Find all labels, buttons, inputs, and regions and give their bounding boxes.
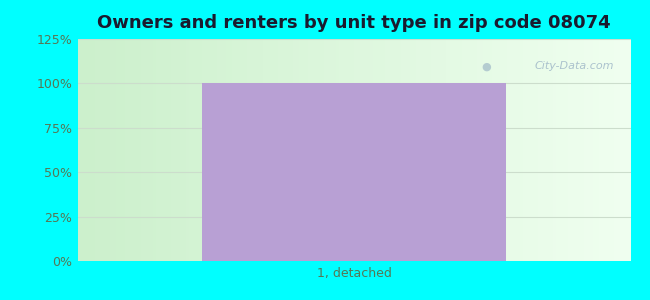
Text: ●: ● [481,61,491,71]
Bar [202,83,506,261]
Text: City-Data.com: City-Data.com [534,61,614,71]
Title: Owners and renters by unit type in zip code 08074: Owners and renters by unit type in zip c… [98,14,611,32]
